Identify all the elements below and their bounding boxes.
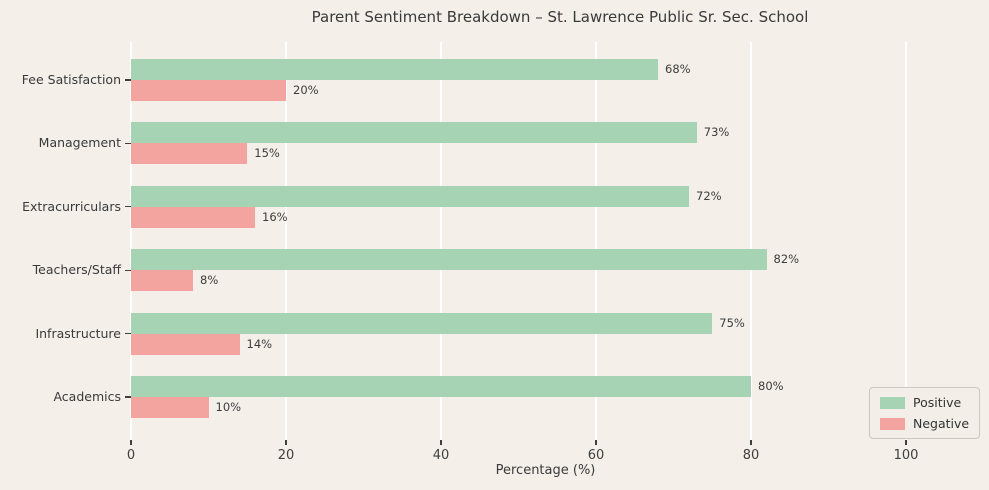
bar-positive xyxy=(131,122,697,144)
x-tick-label: 80 xyxy=(742,448,760,463)
value-label: 72% xyxy=(696,188,722,203)
legend: Positive Negative xyxy=(869,387,981,439)
y-tick-mark xyxy=(125,269,131,271)
value-label: 73% xyxy=(703,125,730,140)
negative-swatch-icon xyxy=(880,417,905,430)
gridline xyxy=(285,42,287,440)
x-tick-label: 0 xyxy=(126,448,136,463)
bar-positive xyxy=(131,59,658,80)
y-tick-mark xyxy=(125,206,131,208)
bar-negative xyxy=(131,397,209,418)
legend-label: Positive xyxy=(913,395,962,410)
value-label: 20% xyxy=(293,83,319,97)
category-label: Extracurriculars xyxy=(22,198,121,214)
x-tick-mark xyxy=(595,440,597,445)
bar-positive xyxy=(131,249,767,271)
y-tick-mark xyxy=(125,142,131,145)
legend-item-positive: Positive xyxy=(880,395,969,410)
x-tick-label: 40 xyxy=(432,448,450,463)
gridline xyxy=(905,42,907,440)
bar-negative xyxy=(131,80,286,101)
value-label: 8% xyxy=(200,273,219,288)
gridline xyxy=(130,42,132,440)
legend-item-negative: Negative xyxy=(880,416,969,431)
chart-title: Parent Sentiment Breakdown – St. Lawrenc… xyxy=(311,8,809,26)
value-label: 10% xyxy=(215,400,242,414)
x-tick-label: 60 xyxy=(587,448,605,463)
legend-label: Negative xyxy=(913,416,970,431)
value-label: 75% xyxy=(719,315,745,330)
bar-negative xyxy=(131,270,193,292)
x-tick-mark xyxy=(905,440,907,445)
value-label: 14% xyxy=(246,336,273,351)
category-label: Management xyxy=(38,135,121,151)
value-label: 68% xyxy=(665,62,691,76)
bar-positive xyxy=(131,312,713,334)
positive-swatch-icon xyxy=(880,396,905,409)
gridline xyxy=(440,42,442,440)
value-label: 80% xyxy=(758,379,784,393)
value-label: 82% xyxy=(773,252,800,267)
plot-area: 68% 20% 73% 15% 72% 16% 82% 8% 75% 14% 80% 10% xyxy=(130,42,960,440)
bar-negative xyxy=(131,206,255,228)
bar-negative xyxy=(131,333,240,355)
category-label: Fee Satisfaction xyxy=(21,72,121,87)
value-label: 16% xyxy=(262,209,288,224)
gridline xyxy=(750,42,752,440)
category-label: Infrastructure xyxy=(35,325,121,341)
x-tick-mark xyxy=(130,440,132,445)
category-label: Teachers/Staff xyxy=(32,262,121,278)
x-tick-label: 100 xyxy=(893,448,919,463)
bar-negative xyxy=(131,143,248,165)
x-tick-mark xyxy=(285,440,287,445)
gridline xyxy=(595,42,597,440)
bar-positive xyxy=(131,185,689,207)
x-tick-label: 20 xyxy=(277,448,295,463)
bar-positive xyxy=(131,376,751,397)
x-tick-mark xyxy=(750,440,752,445)
y-tick-mark xyxy=(125,396,131,398)
category-label: Academics xyxy=(53,389,121,404)
x-tick-mark xyxy=(440,440,442,445)
y-tick-mark xyxy=(125,79,131,81)
y-tick-mark xyxy=(125,332,131,335)
value-label: 15% xyxy=(254,146,280,161)
x-axis-label: Percentage (%) xyxy=(495,463,596,478)
